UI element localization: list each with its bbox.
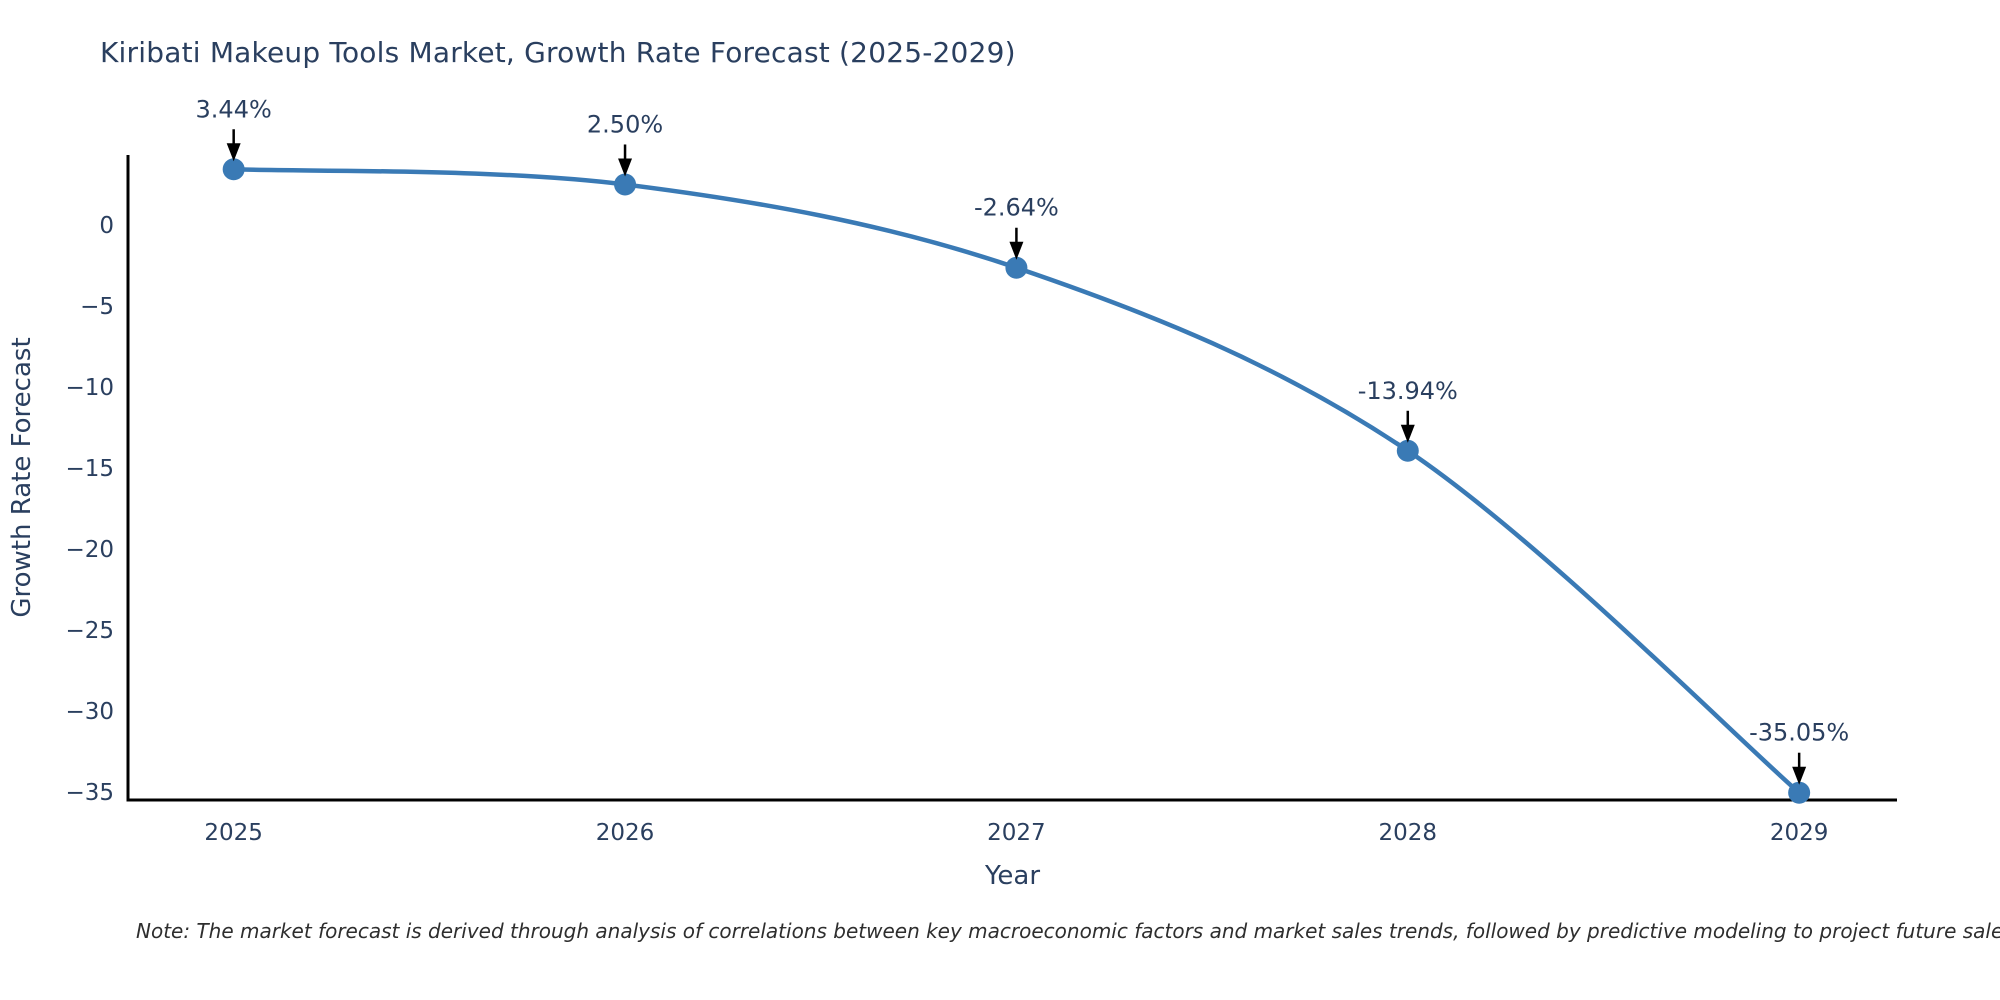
x-tick-label: 2027: [987, 820, 1046, 846]
y-tick-label: 0: [99, 213, 114, 239]
annotation-label: -13.94%: [1358, 377, 1458, 405]
annotation-label: 2.50%: [587, 110, 663, 138]
chart-title: Kiribati Makeup Tools Market, Growth Rat…: [100, 36, 1016, 69]
y-tick-label: −35: [65, 780, 114, 806]
x-tick-label: 2028: [1379, 820, 1438, 846]
annotation-arrowhead: [618, 158, 633, 177]
y-tick-label: −25: [65, 618, 114, 644]
annotation-label: -2.64%: [974, 194, 1059, 222]
y-tick-label: −15: [65, 456, 114, 482]
y-tick-label: −20: [65, 537, 114, 563]
data-point-2029: [1788, 781, 1811, 804]
data-point-2027: [1005, 256, 1028, 279]
footnote: Note: The market forecast is derived thr…: [136, 919, 2000, 943]
annotation-arrowhead: [1792, 766, 1807, 785]
annotation-arrowhead: [1400, 424, 1415, 443]
x-tick-label: 2026: [596, 820, 655, 846]
annotation-arrowhead: [1009, 241, 1024, 260]
data-point-2026: [614, 173, 637, 196]
annotation-label: -35.05%: [1749, 719, 1849, 747]
x-tick-label: 2029: [1770, 820, 1829, 846]
data-point-2028: [1396, 439, 1419, 462]
x-axis-title: Year: [984, 861, 1040, 891]
y-axis-title: Growth Rate Forecast: [7, 337, 37, 617]
annotation-label: 3.44%: [196, 95, 272, 123]
data-point-2025: [222, 158, 245, 181]
y-tick-label: −30: [65, 699, 114, 725]
y-tick-label: −10: [65, 375, 114, 401]
x-tick-label: 2025: [204, 820, 263, 846]
annotation-arrowhead: [226, 143, 241, 162]
y-tick-label: −5: [80, 294, 114, 320]
